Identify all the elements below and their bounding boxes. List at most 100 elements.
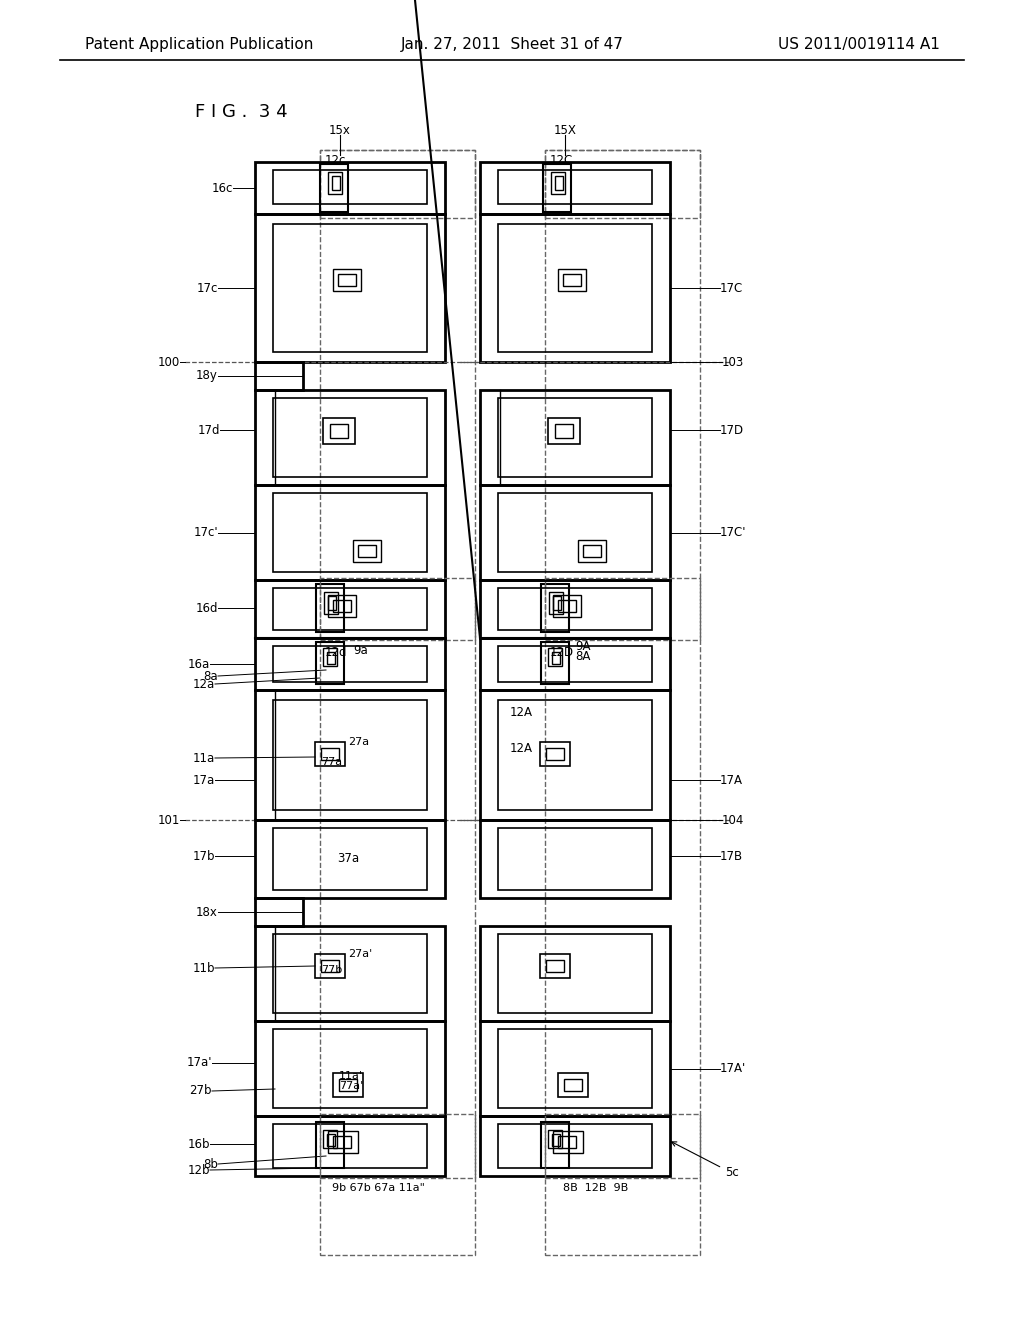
Text: 11a': 11a' — [339, 1071, 362, 1081]
Bar — [540, 954, 570, 978]
Text: 27b: 27b — [189, 1085, 212, 1097]
Bar — [558, 269, 586, 290]
Bar — [545, 578, 700, 640]
Bar — [480, 162, 670, 214]
Bar — [358, 545, 376, 557]
Bar — [323, 1130, 337, 1148]
Text: 12A: 12A — [510, 705, 534, 718]
Bar — [540, 742, 570, 766]
Bar — [319, 578, 475, 640]
Bar — [319, 1114, 475, 1177]
Text: 17a: 17a — [193, 774, 215, 787]
Bar — [330, 424, 348, 438]
Text: 103: 103 — [722, 355, 744, 368]
Bar — [255, 690, 445, 820]
Bar — [333, 1137, 351, 1148]
Text: 12a: 12a — [193, 677, 215, 690]
Bar — [316, 642, 344, 684]
Bar — [563, 275, 581, 286]
Bar — [327, 1134, 335, 1146]
Bar — [558, 1137, 575, 1148]
Bar — [255, 898, 303, 927]
Text: 37a: 37a — [337, 851, 359, 865]
Text: 15X: 15X — [554, 124, 577, 136]
Text: 100: 100 — [158, 355, 180, 368]
Bar — [316, 583, 344, 632]
Bar — [498, 700, 652, 810]
Bar — [255, 1115, 445, 1176]
Bar — [545, 1114, 700, 1177]
Bar — [564, 1078, 582, 1092]
Text: Jan. 27, 2011  Sheet 31 of 47: Jan. 27, 2011 Sheet 31 of 47 — [400, 37, 624, 53]
Bar — [255, 484, 445, 579]
Bar — [255, 362, 303, 389]
Bar — [498, 828, 652, 890]
Text: 8b: 8b — [203, 1158, 218, 1171]
Bar — [480, 690, 670, 820]
Bar — [553, 595, 581, 616]
Bar — [273, 700, 427, 810]
Bar — [548, 418, 580, 444]
Bar — [339, 1078, 357, 1092]
Bar — [315, 954, 345, 978]
Bar — [552, 1134, 560, 1146]
Bar — [316, 1122, 344, 1168]
Bar — [328, 1131, 358, 1152]
Text: 9A: 9A — [575, 639, 591, 652]
Text: 17C': 17C' — [720, 527, 746, 540]
Bar — [273, 587, 427, 630]
Text: 16a: 16a — [187, 657, 210, 671]
Bar — [333, 269, 361, 290]
Text: 17A': 17A' — [720, 1063, 746, 1076]
Bar — [541, 1122, 569, 1168]
Bar — [553, 1131, 583, 1152]
Text: 17c: 17c — [197, 281, 218, 294]
Bar — [548, 648, 562, 667]
Bar — [480, 1020, 670, 1115]
Bar — [338, 275, 356, 286]
Text: 104: 104 — [722, 813, 744, 826]
Bar — [498, 1125, 652, 1168]
Text: 18x: 18x — [197, 906, 218, 919]
Text: 9a: 9a — [353, 644, 368, 656]
Bar — [321, 960, 339, 972]
Bar — [255, 579, 445, 638]
Text: 9b 67b 67a 11a": 9b 67b 67a 11a" — [332, 1183, 425, 1193]
Bar — [273, 170, 427, 205]
Bar — [541, 583, 569, 632]
Bar — [327, 652, 335, 664]
Text: F I G .  3 4: F I G . 3 4 — [195, 103, 288, 121]
Text: 17b: 17b — [193, 850, 215, 862]
Text: 18y: 18y — [197, 370, 218, 383]
Bar — [332, 176, 340, 190]
Bar — [549, 591, 563, 614]
Text: 15x: 15x — [329, 124, 351, 136]
Text: 16b: 16b — [187, 1138, 210, 1151]
Bar — [498, 224, 652, 352]
Bar — [324, 591, 338, 614]
Bar — [480, 638, 670, 690]
Bar — [323, 418, 355, 444]
Bar — [255, 214, 445, 362]
Bar — [319, 150, 475, 1255]
Bar — [480, 1115, 670, 1176]
Text: 16c: 16c — [212, 181, 233, 194]
Bar — [353, 540, 381, 562]
Text: 11a: 11a — [193, 751, 215, 764]
Text: 16d: 16d — [196, 602, 218, 615]
Bar — [546, 748, 564, 760]
Bar — [558, 601, 575, 612]
Bar — [498, 492, 652, 572]
Text: Patent Application Publication: Patent Application Publication — [85, 37, 313, 53]
Bar — [321, 748, 339, 760]
Bar — [480, 579, 670, 638]
Bar — [578, 540, 606, 562]
Bar — [323, 648, 337, 667]
Bar — [273, 492, 427, 572]
Bar — [555, 424, 573, 438]
Text: 77a: 77a — [321, 756, 342, 767]
Text: 8A: 8A — [575, 649, 591, 663]
Bar — [498, 1030, 652, 1107]
Bar — [541, 642, 569, 684]
Text: 17C: 17C — [720, 281, 743, 294]
